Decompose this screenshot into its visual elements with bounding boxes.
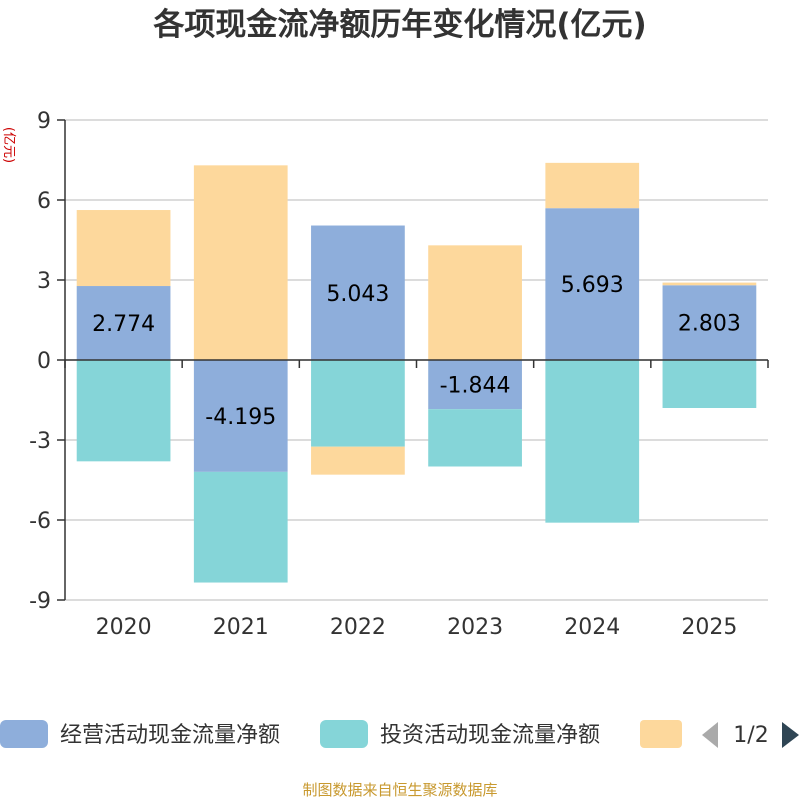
bars <box>76 162 757 583</box>
data-label-2021: -4.195 <box>205 405 276 430</box>
legend: 经营活动现金流量净额 投资活动现金流量净额 1/2 <box>0 720 799 748</box>
bar-series2-2025[interactable] <box>662 282 757 286</box>
legend-prev-page-icon[interactable] <box>702 722 718 748</box>
chart-title: 各项现金流净额历年变化情况(亿元) <box>152 7 646 43</box>
x-tick-label-2020: 2020 <box>96 615 152 640</box>
source-note: 制图数据来自恒生聚源数据库 <box>302 781 497 799</box>
x-tick-label-2022: 2022 <box>330 615 386 640</box>
data-labels: 2.774 -4.195 5.043 -1.844 5.693 2.803 <box>92 273 741 430</box>
bar-series1-2020[interactable] <box>76 360 171 462</box>
y-tick-label-5: -6 <box>29 509 51 534</box>
x-tick-label-2025: 2025 <box>681 615 737 640</box>
legend-swatch-financing[interactable] <box>640 720 682 748</box>
y-tick-label-0: 9 <box>37 109 51 134</box>
legend-label-operating[interactable]: 经营活动现金流量净额 <box>60 723 280 748</box>
axes: 9 6 3 0 -3 -6 -9 2020 2021 2022 2023 2024 2025 <box>29 109 769 640</box>
bar-series0-2021[interactable] <box>193 360 288 472</box>
data-label-2020: 2.774 <box>92 312 155 337</box>
y-tick-label-6: -9 <box>29 589 51 614</box>
bar-series1-2024[interactable] <box>545 360 640 523</box>
legend-swatch-investing[interactable] <box>320 720 368 748</box>
data-label-2023: -1.844 <box>440 374 511 399</box>
bar-series2-2020[interactable] <box>76 210 171 287</box>
bar-series2-2021[interactable] <box>193 165 288 360</box>
y-tick-label-1: 6 <box>37 189 51 214</box>
x-tick-label-2021: 2021 <box>213 615 269 640</box>
y-tick-label-2: 3 <box>37 269 51 294</box>
bar-series1-2023[interactable] <box>428 409 522 467</box>
bar-series0-2020[interactable] <box>76 286 171 360</box>
bar-series0-2024[interactable] <box>545 208 640 360</box>
bar-series1-2022[interactable] <box>311 360 405 447</box>
legend-swatch-operating[interactable] <box>0 720 48 748</box>
data-label-2022: 5.043 <box>326 282 389 307</box>
bar-series0-2022[interactable] <box>311 225 405 360</box>
x-tick-label-2024: 2024 <box>564 615 620 640</box>
bar-series1-2025[interactable] <box>662 360 757 408</box>
y-tick-label-3: 0 <box>37 349 51 374</box>
bar-series1-2021[interactable] <box>193 471 288 583</box>
bar-series0-2023[interactable] <box>428 360 522 410</box>
x-tick-label-2023: 2023 <box>447 615 503 640</box>
y-axis-label: (亿元) <box>1 127 16 163</box>
bar-series0-2025[interactable] <box>662 285 757 360</box>
bar-series2-2023[interactable] <box>428 245 522 360</box>
bar-series2-2024[interactable] <box>545 162 640 209</box>
data-label-2024: 5.693 <box>561 273 624 298</box>
legend-label-investing[interactable]: 投资活动现金流量净额 <box>380 723 600 748</box>
legend-next-page-icon[interactable] <box>782 722 799 748</box>
legend-page-indicator: 1/2 <box>733 723 768 748</box>
data-label-2025: 2.803 <box>678 312 741 337</box>
bar-series2-2022[interactable] <box>311 446 405 475</box>
y-tick-label-4: -3 <box>29 429 51 454</box>
